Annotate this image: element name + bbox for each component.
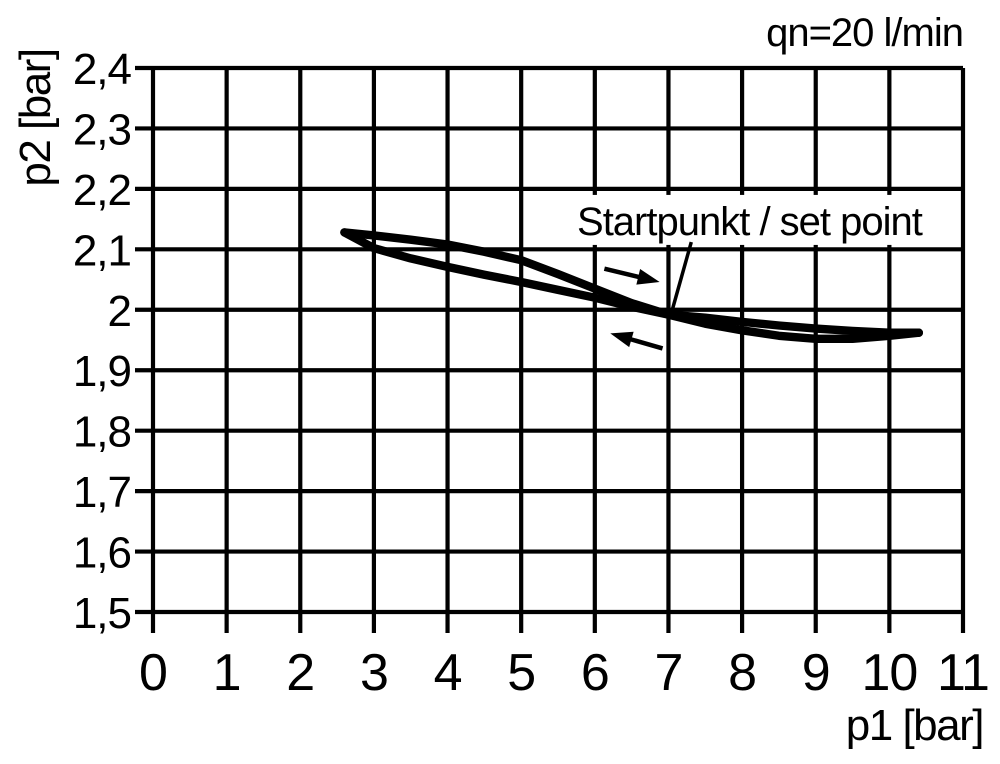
set-point-annotation-label: Startpunkt / set point: [577, 200, 923, 244]
y-tick-label: 2: [108, 287, 131, 336]
x-tick-label: 9: [802, 644, 830, 702]
direction-arrow-head-left: [610, 331, 634, 348]
x-tick-label: 10: [861, 644, 917, 702]
grid-layer: 0 1 2 3 4 5 6 7 8 9 10 112,42,32,22,121,91,81,71,61…: [73, 45, 990, 702]
y-tick-label: 2,4: [73, 45, 132, 94]
y-axis-title: p2 [bar]: [11, 49, 60, 186]
direction-arrow-shaft-left: [626, 336, 664, 351]
x-tick-label: 3: [360, 644, 388, 702]
direction-arrow-shaft-right: [603, 266, 643, 280]
set-point-label-background: [559, 194, 940, 245]
x-tick-label: 1: [213, 644, 241, 702]
x-tick-label: 0: [139, 644, 167, 702]
x-tick-label: 2: [286, 644, 314, 702]
curve-layer: [340, 228, 924, 343]
y-tick-label: 2,1: [73, 226, 131, 275]
flow-rate-label: qn=20 l/min: [766, 11, 963, 55]
set-point-leader-line: [670, 241, 693, 311]
x-tick-label: 7: [654, 644, 682, 702]
y-tick-label: 2,3: [73, 105, 131, 154]
y-tick-label: 2,2: [73, 166, 131, 215]
x-tick-label: 8: [728, 644, 756, 702]
y-tick-label: 1,7: [73, 468, 131, 517]
annotation-layer: [603, 241, 693, 351]
x-axis-title: p1 [bar]: [846, 701, 983, 750]
y-tick-label: 1,8: [73, 408, 131, 457]
x-tick-label: 11: [937, 644, 989, 702]
y-tick-label: 1,5: [73, 589, 131, 638]
x-tick-label: 6: [581, 644, 609, 702]
set-point-label-mask-layer: [559, 194, 940, 245]
curve-hysteresis-branch-decreasing-p1: [340, 228, 924, 337]
x-tick-label: 4: [434, 644, 462, 702]
direction-arrow-head-right: [636, 269, 660, 285]
y-tick-label: 1,6: [73, 529, 131, 578]
y-tick-label: 1,9: [73, 347, 131, 396]
x-tick-label: 5: [507, 644, 535, 702]
